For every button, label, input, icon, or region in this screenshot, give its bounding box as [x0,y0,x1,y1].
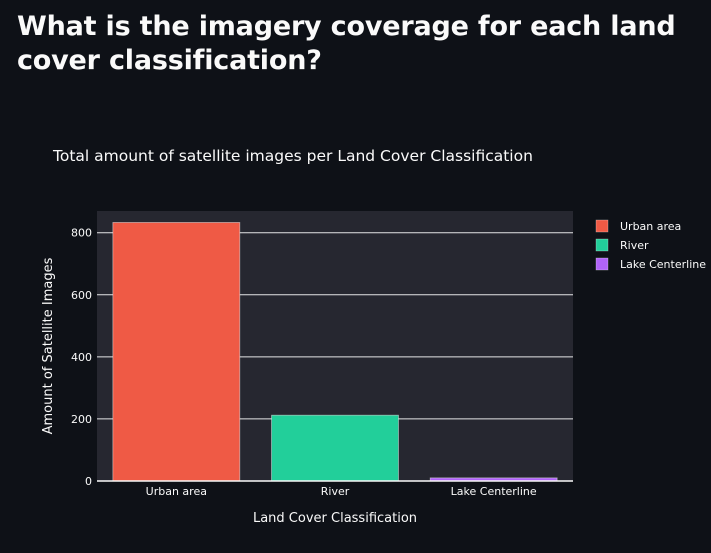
x-tick-label: River [321,485,350,498]
y-tick-label: 200 [71,413,92,426]
legend-item-river[interactable]: River [595,238,649,252]
y-axis-label: Amount of Satellite Images [41,257,56,434]
legend-swatch [595,257,609,271]
legend-label: River [620,239,649,252]
legend-item-urban-area[interactable]: Urban area [595,219,681,233]
x-axis-label: Land Cover Classification [253,511,417,526]
x-tick-label: Urban area [146,485,207,498]
legend[interactable]: Urban area River Lake Centerline [595,219,706,271]
y-axis-ticks: 0 200 400 600 800 [71,227,92,488]
y-tick-label: 600 [71,289,92,302]
legend-swatch [595,238,609,252]
x-axis-ticks: Urban area River Lake Centerline [146,485,537,498]
bar-urban-area[interactable] [112,222,241,482]
page-heading: What is the imagery coverage for each la… [17,11,676,76]
bar-river[interactable] [271,414,399,482]
y-tick-label: 0 [85,475,92,488]
legend-label: Urban area [620,220,681,233]
legend-item-lake-centerline[interactable]: Lake Centerline [595,257,706,271]
bars [112,222,558,482]
legend-label: Lake Centerline [620,258,706,271]
legend-swatch [595,219,609,233]
x-tick-label: Lake Centerline [451,485,537,498]
y-tick-label: 400 [71,351,92,364]
chart-title: Total amount of satellite images per Lan… [52,147,533,165]
y-tick-label: 800 [71,227,92,240]
